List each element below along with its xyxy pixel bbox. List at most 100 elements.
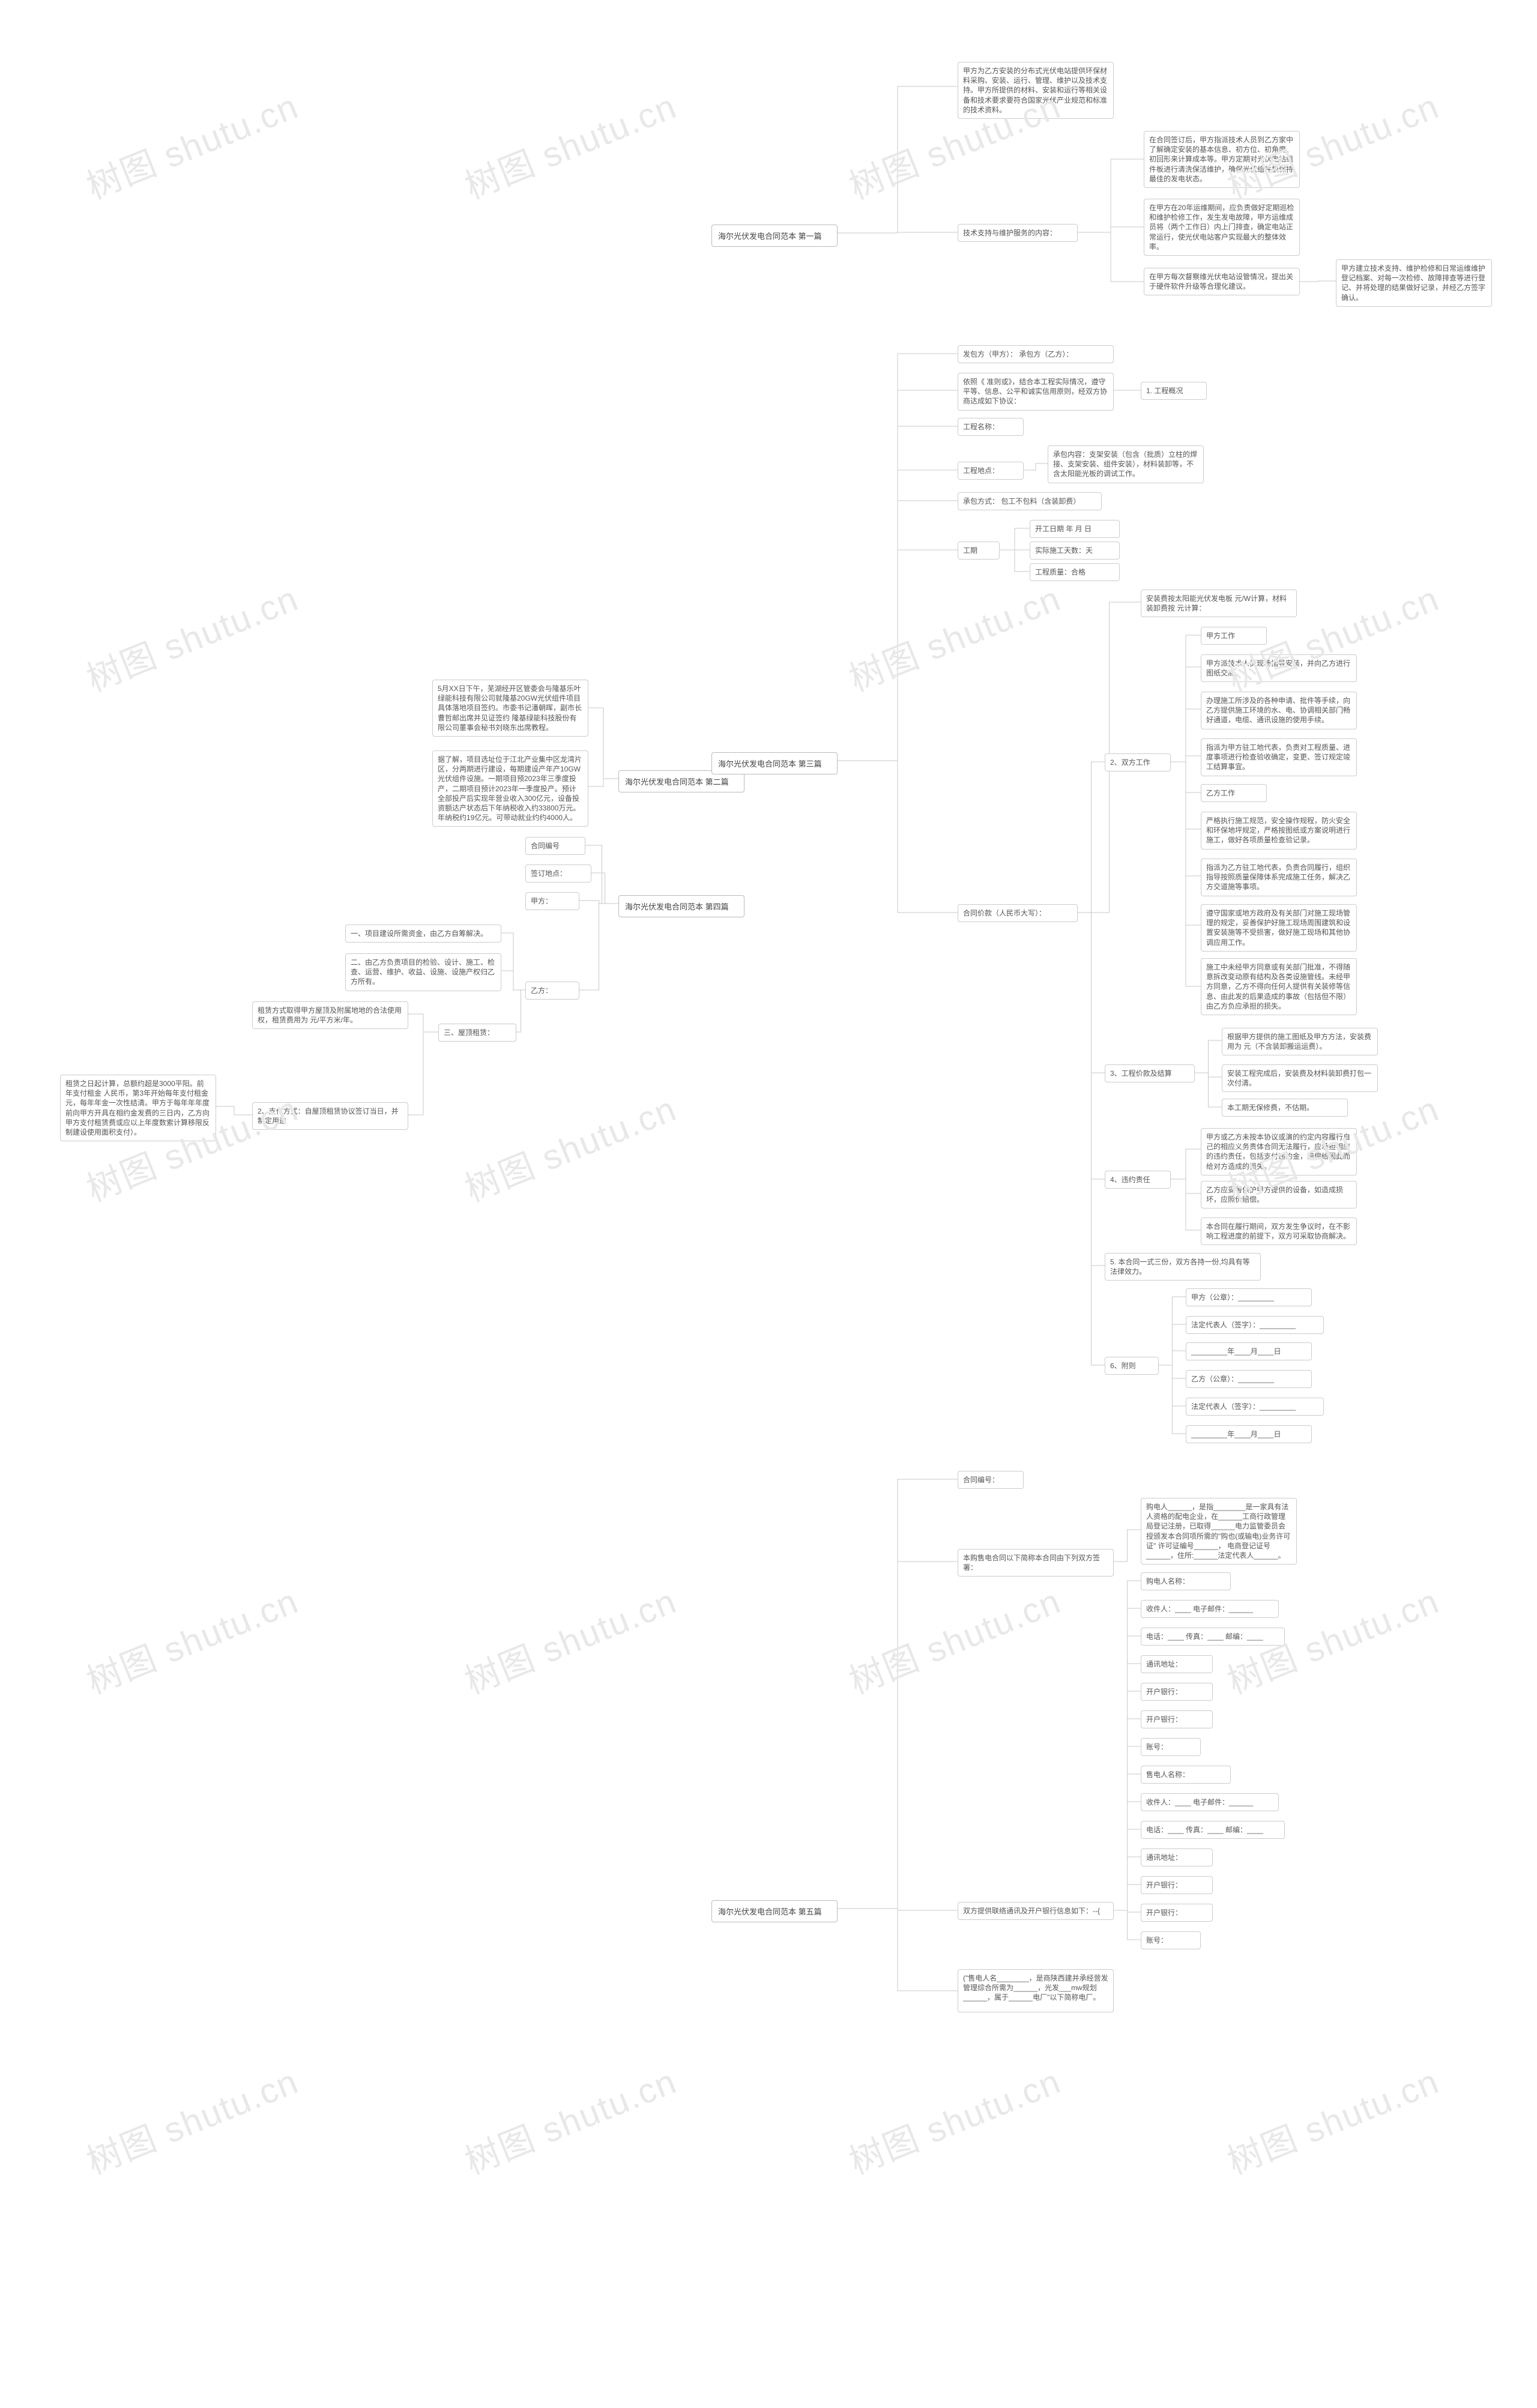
node-n46: 合同编号： <box>958 1471 1024 1489</box>
node-n21: 甲方工作 <box>1201 627 1267 645</box>
node-n50: 购电人名称： <box>1141 1572 1231 1590</box>
node-n23: 办理施工所涉及的各种申请、批件等手续，向乙方提供施工环境的水、电、协调相关部门畅… <box>1201 692 1357 729</box>
node-n32: 安装工程完成后，安装费及材料装卸费打包一次付清。 <box>1222 1064 1378 1092</box>
connector <box>501 971 525 990</box>
node-n42: _________年____月____日 <box>1186 1342 1312 1360</box>
connector <box>1000 550 1030 572</box>
node-n48: 购电人______，是指________是一家具有法人资格的配电企业，在____… <box>1141 1498 1297 1565</box>
node-n8: 依照《 准则或》，结合本工程实际情况，遵守平等、信息、公平和诚实信用原则，经双方… <box>958 373 1114 411</box>
connector <box>516 990 525 1032</box>
node-n41: 法定代表人（签字）：_________ <box>1186 1316 1324 1334</box>
connector <box>1024 463 1048 470</box>
node-n45: _________年____月____日 <box>1186 1425 1312 1443</box>
node-n59: 电话：____ 传真：____ 邮编：____ <box>1141 1821 1285 1839</box>
section-s4: 海尔光伏发电合同范本 第四篇 <box>618 895 744 917</box>
node-n71: 一、项目建设所需资金，由乙方自筹解决。 <box>345 925 501 943</box>
section-s3: 海尔光伏发电合同范本 第三篇 <box>711 752 838 774</box>
node-n57: 售电人名称： <box>1141 1766 1231 1784</box>
node-n65: 5月XX日下午，芜湖经开区管委会与隆基乐叶绿能科技有限公司就隆基20GW光伏组件… <box>432 680 588 737</box>
node-n67: 合同编号 <box>525 837 585 855</box>
node-n11: 工程地点： <box>958 462 1024 480</box>
node-n24: 指派为甲方驻工地代表，负责对工程质量、进度事项进行检查验收确定，变更、签订规定竣… <box>1201 738 1357 776</box>
connector <box>838 232 958 233</box>
node-n17: 工程质量：合格 <box>1030 563 1120 581</box>
connector <box>579 901 618 904</box>
connector <box>1114 1884 1141 1910</box>
node-n30: 3、工程价款及结算 <box>1105 1064 1195 1082</box>
node-n47: 本购售电合同以下简称本合同由下列双方签署： <box>958 1549 1114 1577</box>
connector <box>591 873 618 904</box>
connector <box>1114 1530 1141 1562</box>
connector <box>1078 913 1105 1365</box>
node-n18: 安装费按太阳能光伏发电板 元/W计算，材料装卸费按 元计算： <box>1141 590 1297 617</box>
node-n2: 技术支持与维护服务的内容： <box>958 224 1078 242</box>
connector <box>1159 1351 1186 1365</box>
node-n63: 账号： <box>1141 1931 1201 1949</box>
node-n40: 甲方（公章）：_________ <box>1186 1288 1312 1306</box>
node-n34: 4、违约责任 <box>1105 1171 1171 1189</box>
node-n72: 二、由乙方负责项目的检验、设计、施工、检查、运营、维护、收益、设施、设施产权归乙… <box>345 953 501 991</box>
node-n66: 据了解，项目选址位于江北产业集中区龙湾片区，分两期进行建设，每期建设产年产10G… <box>432 750 588 827</box>
node-n28: 遵守国家或地方政府及有关部门对施工现场管理的规定，妥善保护好施工现场周围建筑和设… <box>1201 904 1357 952</box>
node-n51: 收件人：____ 电子邮件：______ <box>1141 1600 1279 1618</box>
connector <box>408 1014 438 1032</box>
connector <box>1078 227 1144 232</box>
node-n43: 乙方（公章）：_________ <box>1186 1370 1312 1388</box>
node-n74: 租赁方式取得甲方屋顶及附属地地的合法使用权，租赁费用为 元/平方米/年。 <box>252 1001 408 1029</box>
node-n70: 乙方： <box>525 982 579 1000</box>
node-n54: 开户银行： <box>1141 1683 1213 1701</box>
node-n35: 甲方或乙方未按本协议或演的约定内容履行自己的相应义务责体合同无法履行，应承担相应… <box>1201 1128 1357 1175</box>
node-n14: 工期 <box>958 542 1000 560</box>
node-n76: 租赁之日起计算，总额约超是3000平阳。前年支付租金 人民币，第3年开始每年支付… <box>60 1075 216 1141</box>
node-n49: 双方提供联络通讯及开户银行信息如下：--{ <box>958 1902 1114 1920</box>
connector <box>838 86 958 233</box>
section-s1: 海尔光伏发电合同范本 第一篇 <box>711 225 838 247</box>
node-n26: 严格执行施工规范，安全操作规程，防火安全和环保地坪规定，严格按图纸或方案说明进行… <box>1201 812 1357 849</box>
node-n27: 指派为乙方驻工地代表，负责合同履行，组织指导按照质量保障体系完成施工任务，解决乙… <box>1201 858 1357 896</box>
connector <box>1078 232 1144 282</box>
connector <box>1171 709 1201 762</box>
node-n68: 签订地点： <box>525 865 591 883</box>
node-n3: 在合同签订后，甲方指派技术人员到乙方家中了解确定安装的基本信息、初方位、初角度、… <box>1144 131 1300 188</box>
connector <box>838 761 958 913</box>
node-n1: 甲方为乙方安装的分布式光伏电站提供环保材料采购、安装、运行、管理、维护以及技术支… <box>958 62 1114 119</box>
section-s5: 海尔光伏发电合同范本 第五篇 <box>711 1900 838 1922</box>
node-n55: 开户银行： <box>1141 1710 1213 1728</box>
connector <box>1171 1149 1201 1179</box>
node-n53: 通讯地址： <box>1141 1655 1213 1673</box>
node-n58: 收件人：____ 电子邮件：______ <box>1141 1793 1279 1811</box>
connector <box>408 1032 438 1115</box>
connector <box>216 1106 252 1115</box>
connector <box>1171 756 1201 762</box>
node-n9: 1. 工程概况 <box>1141 382 1207 400</box>
node-n75: 2、支付方式：自屋顶租赁协议签订当日，并制定用途 <box>252 1102 408 1130</box>
node-n69: 甲方： <box>525 892 579 910</box>
connector <box>1195 1073 1222 1107</box>
node-n6: 甲方建立技术支持、维护检修和日常运维维护登记档案、对每一次检修、故障排查等进行登… <box>1336 259 1492 307</box>
connector <box>579 904 618 990</box>
node-n22: 甲方派技术人员现场指导安装，并向乙方进行图纸交底。 <box>1201 654 1357 682</box>
node-n73: 三、屋顶租赁： <box>438 1024 516 1042</box>
node-n52: 电话：____ 传真：____ 邮编：____ <box>1141 1628 1285 1646</box>
connector <box>588 779 618 786</box>
node-n12: 承包内容：支架安装（包含（批质）立柱的焊接、支架安装、组件安装），材料装卸等，不… <box>1048 445 1204 483</box>
node-n19: 合同价款（人民币大写）： <box>958 904 1078 922</box>
node-n61: 开户银行： <box>1141 1876 1213 1894</box>
node-n29: 施工中未经甲方同意或有关部门批准，不得随意拆改变动原有结构及各类设施管线。未经甲… <box>1201 958 1357 1015</box>
connector <box>1159 1365 1186 1434</box>
connector <box>1114 1910 1141 1940</box>
node-n15: 开工日期 年 月 日 <box>1030 520 1120 538</box>
node-n16: 实际施工天数：天 <box>1030 542 1120 560</box>
node-n31: 根据甲方提供的施工图纸及甲方方法，安装费用为 元（不含装卸搬运运费）。 <box>1222 1028 1378 1055</box>
connector <box>838 550 958 761</box>
node-n10: 工程名称： <box>958 418 1024 436</box>
node-n60: 通讯地址： <box>1141 1848 1213 1866</box>
connector <box>1171 1179 1201 1230</box>
connector <box>588 708 618 779</box>
node-n56: 账号： <box>1141 1738 1201 1756</box>
node-n44: 法定代表人（签字）：_________ <box>1186 1398 1324 1416</box>
node-n36: 乙方应妥善保护甲方提供的设备，如造成损坏，应照价赔偿。 <box>1201 1181 1357 1209</box>
connector <box>1300 281 1336 282</box>
connector <box>1078 159 1144 232</box>
node-n5: 在甲方每次督察维光伏电站设管情况，提出关于硬件软件升级等合理化建议。 <box>1144 268 1300 295</box>
